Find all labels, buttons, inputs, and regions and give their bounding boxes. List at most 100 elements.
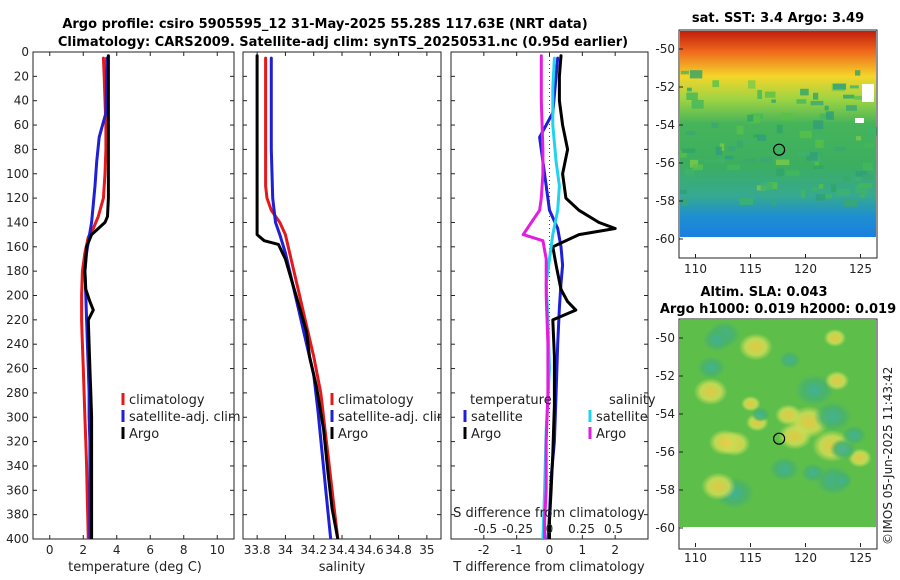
- map-x-tick-label: 115: [739, 262, 762, 276]
- sst-texture-patch: [687, 87, 692, 92]
- x-tick-label: -1: [511, 543, 523, 557]
- map-y-tick-label: -58: [655, 194, 675, 208]
- sst-texture-patch: [819, 113, 831, 120]
- sst-texture-patch: [689, 70, 703, 79]
- sla-eddy: [693, 378, 728, 406]
- salinity-legend: climatology satellite-adj. clim Argo: [330, 393, 441, 442]
- y-tick-label: 20: [14, 69, 29, 83]
- map-y-tick-label: -50: [655, 42, 675, 56]
- sst-texture-patch: [867, 126, 877, 136]
- sst-texture-patch: [743, 139, 754, 144]
- temperature-legend: climatology satellite-adj. clim Argo: [121, 393, 241, 442]
- sst-texture-patch: [775, 159, 790, 165]
- sst-texture-patch: [776, 124, 783, 134]
- sst-texture-patch: [704, 159, 718, 163]
- sst-texture-patch: [832, 83, 847, 90]
- sst-texture-patch: [825, 111, 834, 120]
- sst-texture-patch: [692, 164, 703, 171]
- difference-panel: -2 -1 0 1 2 T difference from climatology S …: [450, 51, 656, 575]
- y-tick-label: 40: [14, 94, 29, 108]
- sst-texture-patch: [855, 175, 861, 182]
- sla-eddy: [778, 422, 812, 450]
- series-line-climatology: [80, 56, 108, 539]
- x-tick-label: 6: [146, 543, 154, 557]
- sst-texture-patch: [749, 114, 760, 124]
- x-tick-label: 34.6: [357, 543, 384, 557]
- sst-texture-patch: [820, 194, 833, 199]
- sst-texture-patch: [842, 175, 851, 182]
- credit-timestamp: ©IMOS 05-Jun-2025 11:43:42: [881, 367, 895, 545]
- sla-eddy: [741, 395, 761, 412]
- sst-texture-patch: [739, 198, 754, 205]
- s-difference-label: S difference from climatology: [453, 506, 645, 521]
- y-tick-label: 120: [6, 191, 29, 205]
- map-y-tick-label: -54: [655, 407, 675, 421]
- map-y-tick-label: -54: [655, 118, 675, 132]
- sst-texture-patch: [680, 70, 689, 75]
- sst-texture-patch: [834, 146, 846, 151]
- y-tick-label: 140: [6, 215, 29, 229]
- map-x-tick-label: 120: [794, 551, 817, 565]
- sla-map: Altim. SLA: 0.043 Argo h1000: 0.019 h200…: [655, 285, 896, 565]
- y-tick-label: 80: [14, 142, 29, 156]
- series-line-argo: [83, 54, 110, 539]
- sst-texture-patch: [862, 174, 874, 181]
- sst-texture-patch: [744, 158, 757, 163]
- sst-texture-patch: [682, 199, 689, 206]
- sst-texture-patch: [686, 92, 698, 100]
- legend-t-argo-label: Argo: [471, 427, 501, 442]
- sst-texture-patch: [771, 99, 776, 103]
- sst-texture-patch: [843, 94, 855, 99]
- legend-argo-label: Argo: [338, 427, 368, 442]
- sla-map-title-line1: Altim. SLA: 0.043: [701, 285, 828, 300]
- sst-texture-patch: [760, 182, 773, 190]
- sla-eddy: [794, 373, 835, 407]
- y-tick-label: 160: [6, 240, 29, 254]
- sla-eddy: [829, 438, 857, 461]
- x-tick-label: 8: [180, 543, 188, 557]
- sst-texture-patch: [684, 169, 695, 177]
- y-tick-label: 0: [21, 45, 29, 59]
- argo-location-marker: [772, 143, 786, 156]
- sst-texture-patch: [727, 164, 740, 170]
- sla-eddy: [830, 471, 853, 490]
- temperature-xlabel: temperature (deg C): [68, 560, 202, 575]
- sst-texture-patch: [799, 130, 812, 139]
- legend-salinity-title: salinity: [609, 393, 656, 408]
- sst-texture-patch: [781, 112, 793, 121]
- sst-texture-patch: [810, 100, 824, 106]
- sst-texture-patch: [862, 162, 873, 171]
- y-tick-label: 60: [14, 118, 29, 132]
- land-mask: [855, 118, 864, 123]
- sst-texture-patch: [831, 184, 837, 192]
- sla-eddy: [800, 463, 826, 483]
- map-y-tick-label: -56: [655, 445, 675, 459]
- legend-t-satellite-label: satellite: [471, 410, 523, 425]
- sla-eddy: [708, 429, 742, 456]
- sst-texture-patch: [680, 150, 687, 158]
- x-tick-label: 34.4: [329, 543, 356, 557]
- y-tick-label: 380: [6, 508, 29, 522]
- map-x-tick-label: 115: [739, 551, 762, 565]
- x-tick-label: 33.8: [244, 543, 271, 557]
- sst-texture-patch: [736, 125, 744, 135]
- sla-eddy: [813, 401, 852, 432]
- sst-texture-patch: [719, 143, 725, 151]
- sst-texture-patch: [685, 131, 696, 135]
- sst-texture-patch: [855, 70, 861, 76]
- sst-texture-patch: [849, 85, 859, 89]
- s-tick-label: 0.5: [604, 522, 623, 536]
- sst-texture-patch: [747, 114, 754, 122]
- sst-texture-patch: [855, 136, 862, 141]
- sst-texture-patch: [757, 90, 763, 99]
- sla-eddy: [751, 407, 770, 423]
- sla-eddy: [823, 328, 847, 347]
- sst-texture-patch: [776, 168, 784, 176]
- sst-texture-patch: [712, 80, 720, 88]
- sst-texture-patch: [854, 95, 865, 100]
- y-tick-label: 280: [6, 386, 29, 400]
- sst-texture-patch: [724, 155, 734, 160]
- series-line-argo: [255, 54, 340, 539]
- sst-texture-patch: [748, 80, 756, 89]
